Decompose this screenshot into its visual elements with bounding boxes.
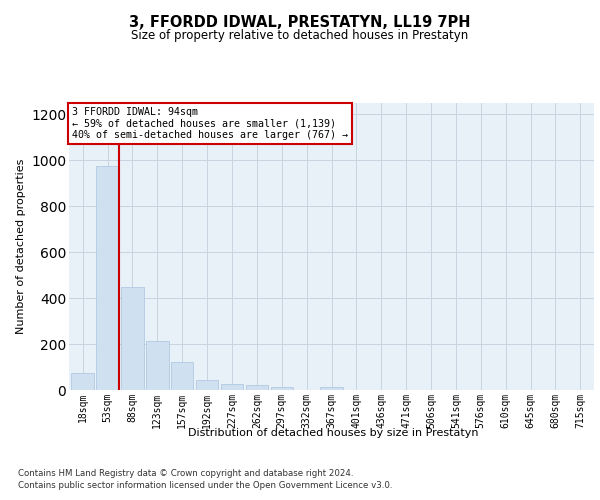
Bar <box>171 362 193 390</box>
Bar <box>97 166 119 390</box>
Bar <box>71 373 94 390</box>
Text: 3 FFORDD IDWAL: 94sqm
← 59% of detached houses are smaller (1,139)
40% of semi-d: 3 FFORDD IDWAL: 94sqm ← 59% of detached … <box>71 107 347 140</box>
Bar <box>245 386 268 390</box>
Bar <box>320 387 343 390</box>
Bar <box>196 380 218 390</box>
Bar <box>271 386 293 390</box>
Text: Size of property relative to detached houses in Prestatyn: Size of property relative to detached ho… <box>131 30 469 43</box>
Text: 3, FFORDD IDWAL, PRESTATYN, LL19 7PH: 3, FFORDD IDWAL, PRESTATYN, LL19 7PH <box>129 15 471 30</box>
Bar <box>121 286 143 390</box>
Y-axis label: Number of detached properties: Number of detached properties <box>16 158 26 334</box>
Text: Contains public sector information licensed under the Open Government Licence v3: Contains public sector information licen… <box>18 480 392 490</box>
Text: Contains HM Land Registry data © Crown copyright and database right 2024.: Contains HM Land Registry data © Crown c… <box>18 470 353 478</box>
Bar <box>146 340 169 390</box>
Text: Distribution of detached houses by size in Prestatyn: Distribution of detached houses by size … <box>188 428 478 438</box>
Bar <box>221 384 243 390</box>
